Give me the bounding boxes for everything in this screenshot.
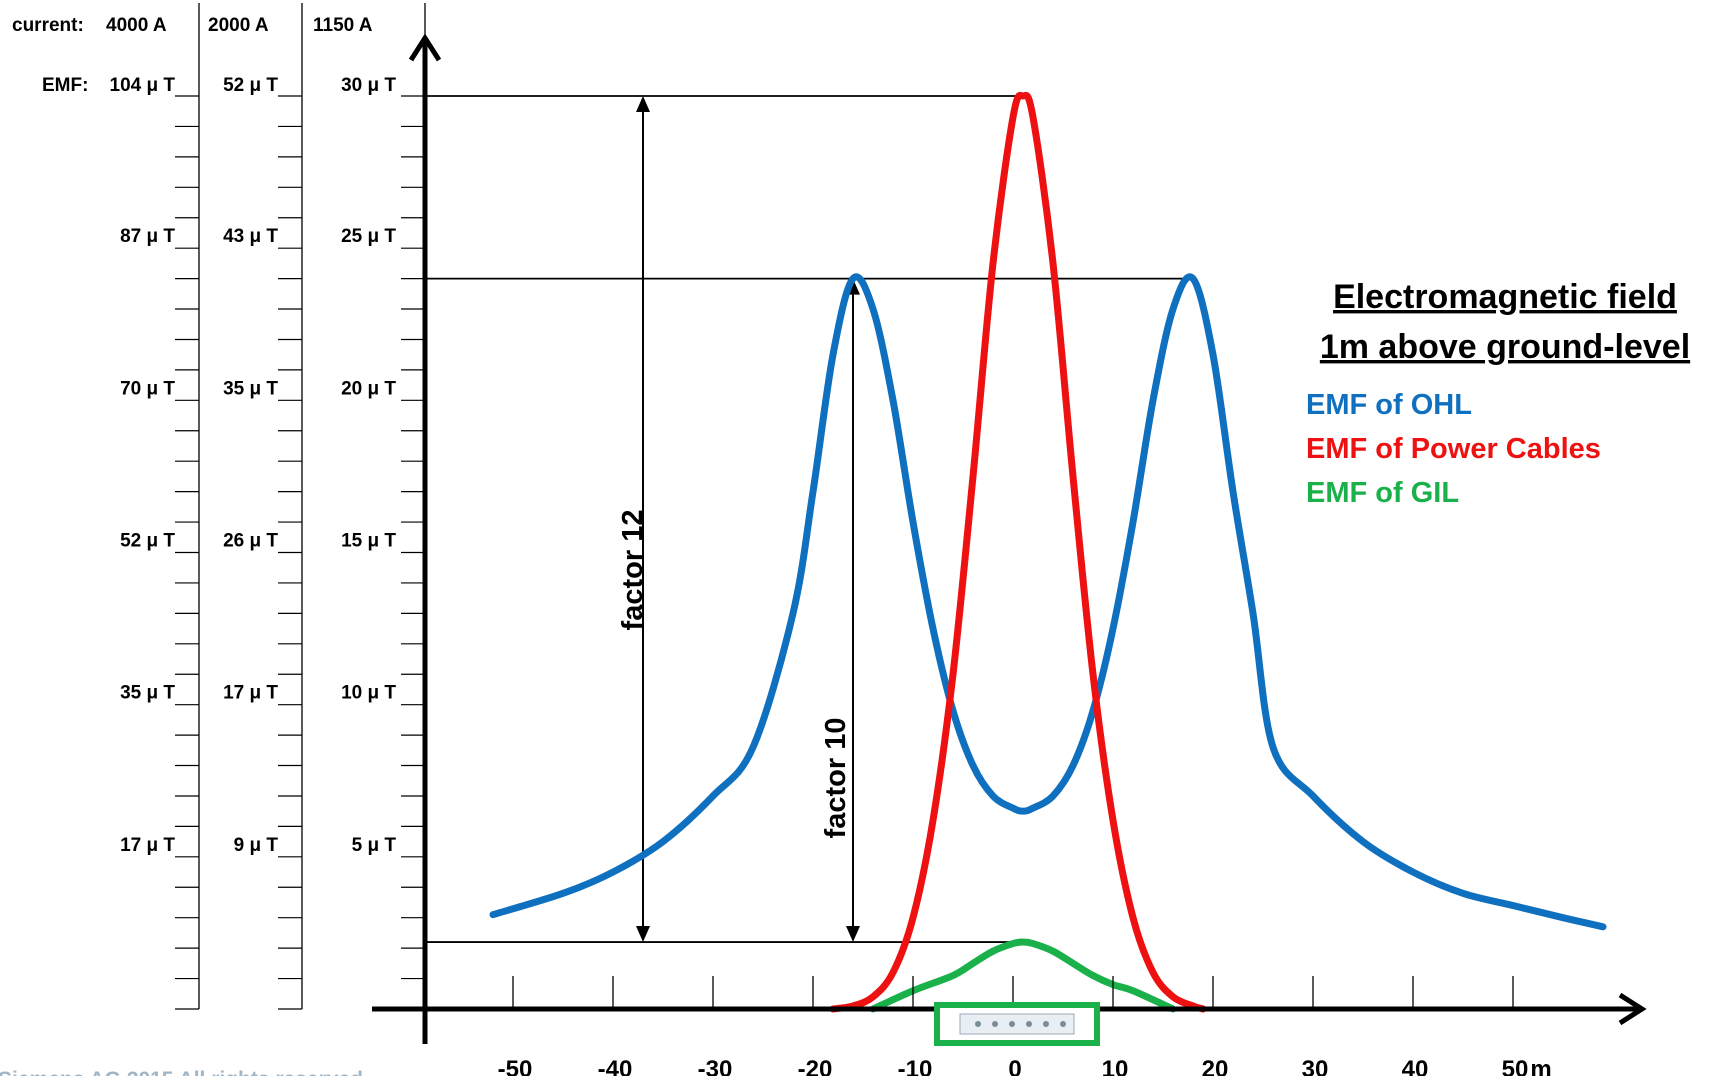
x-tick-label: 20 bbox=[1202, 1056, 1229, 1076]
scale-1-label: 52 μ T bbox=[120, 531, 175, 552]
legend-entry-ohl: EMF of OHL bbox=[1306, 389, 1472, 421]
axis-layer: -50 -40 -30 -20 -10 0 10 20 30 40 50 m bbox=[372, 33, 1647, 1076]
scale-2-label: 35 μ T bbox=[223, 378, 278, 399]
x-unit-label: m bbox=[1530, 1056, 1551, 1076]
x-tick-label: -50 bbox=[498, 1056, 533, 1076]
x-tick-label: 30 bbox=[1302, 1056, 1329, 1076]
x-tick-label: 50 bbox=[1502, 1056, 1529, 1076]
emf-label: EMF: bbox=[42, 75, 88, 96]
scale2-top-value: 52 μ T bbox=[223, 75, 278, 96]
x-tick-label: -10 bbox=[898, 1056, 933, 1076]
scale-3-label: 10 μ T bbox=[341, 683, 396, 704]
scale-2-label: 17 μ T bbox=[223, 683, 278, 704]
legend-entry-gil: EMF of GIL bbox=[1306, 477, 1459, 509]
scale-layer: 87 μ T 43 μ T 25 μ T 70 μ T 35 μ T 20 μ T 52 μ… bbox=[120, 3, 426, 1010]
x-tick-label: -20 bbox=[798, 1056, 833, 1076]
x-tick-label: 0 bbox=[1008, 1056, 1021, 1076]
copyright-text: Siemens AG 2015 All rights reserved bbox=[0, 1068, 363, 1076]
scale-3-label: 5 μ T bbox=[352, 835, 397, 856]
x-tick-label: 10 bbox=[1102, 1056, 1129, 1076]
scale-3-label: 25 μ T bbox=[341, 226, 396, 247]
scale-1-label: 87 μ T bbox=[120, 226, 175, 247]
x-tick-label: -30 bbox=[698, 1056, 733, 1076]
x-axis-arrowhead bbox=[1618, 992, 1647, 1026]
scale-1-label: 17 μ T bbox=[120, 835, 175, 856]
factor-arrowhead-up bbox=[636, 96, 650, 112]
legend-entry-power-cables: EMF of Power Cables bbox=[1306, 433, 1601, 465]
x-tick-label: 40 bbox=[1402, 1056, 1429, 1076]
current-1150: 1150 A bbox=[313, 15, 373, 36]
current-label: current: bbox=[12, 15, 84, 36]
y-axis-arrowhead bbox=[408, 33, 442, 62]
current-2000: 2000 A bbox=[208, 15, 269, 36]
factor-12-label: factor 12 bbox=[617, 510, 649, 631]
factor-10-label: factor 10 bbox=[820, 718, 852, 839]
series-layer bbox=[489, 91, 1607, 1013]
x-tick-label: -40 bbox=[598, 1056, 633, 1076]
gil-cross-section-icon bbox=[934, 1002, 1100, 1046]
factor-arrowhead-down bbox=[636, 926, 650, 943]
scale-2-label: 26 μ T bbox=[223, 531, 278, 552]
gil-curve bbox=[869, 938, 1177, 1013]
scale-2-label: 9 μ T bbox=[234, 835, 279, 856]
current-4000: 4000 A bbox=[106, 15, 167, 36]
power-cables-curve bbox=[829, 91, 1207, 1013]
legend-title-line-2: 1m above ground-level bbox=[1320, 328, 1690, 366]
reference-layer bbox=[425, 95, 1193, 943]
scale-1-label: 35 μ T bbox=[120, 683, 175, 704]
scale1-top-value: 104 μ T bbox=[110, 75, 176, 96]
legend-title-line-1: Electromagnetic field bbox=[1333, 278, 1677, 316]
ohl-curve bbox=[489, 273, 1607, 931]
scale-2-label: 43 μ T bbox=[223, 226, 278, 247]
factor-arrowhead-down bbox=[846, 926, 860, 943]
scale3-top-value: 30 μ T bbox=[341, 75, 396, 96]
scale-3-label: 20 μ T bbox=[341, 378, 396, 399]
scale-1-label: 70 μ T bbox=[120, 378, 175, 399]
scale-3-label: 15 μ T bbox=[341, 531, 396, 552]
